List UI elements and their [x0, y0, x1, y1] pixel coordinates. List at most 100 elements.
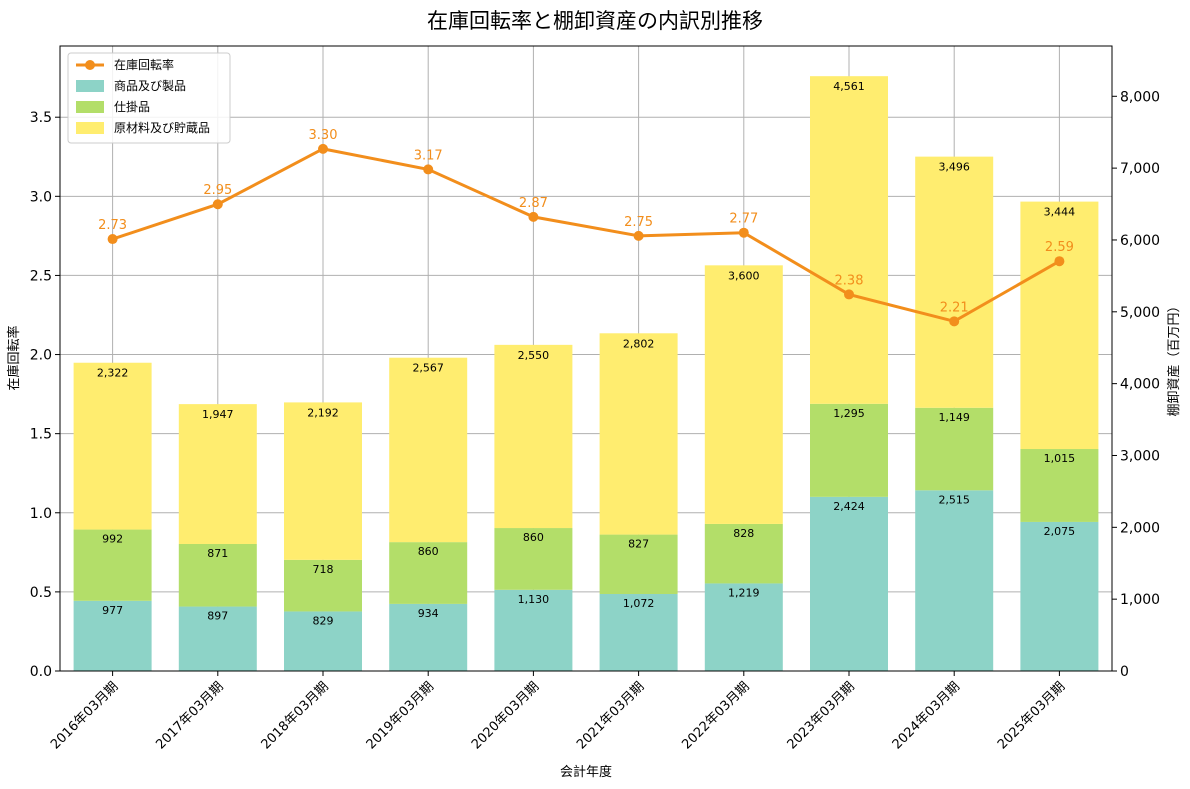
right-tick-label: 8,000	[1120, 89, 1160, 105]
rotation-value-label: 2.73	[98, 218, 127, 233]
left-tick-label: 1.5	[30, 427, 52, 443]
bar-value-label: 827	[628, 538, 649, 551]
rotation-point	[738, 227, 749, 238]
right-tick-label: 5,000	[1120, 305, 1160, 321]
bar-segment	[704, 583, 783, 671]
bar-value-label: 1,947	[202, 408, 234, 421]
x-tick-label: 2021年03月期	[574, 679, 647, 752]
bar-value-label: 3,496	[938, 161, 970, 174]
right-y-axis-label: 棚卸資産（百万円）	[1166, 299, 1182, 416]
bar-segment	[810, 76, 888, 404]
legend-bar-swatch	[76, 101, 104, 113]
bar-segment	[284, 402, 362, 560]
bar-segment	[73, 529, 152, 601]
rotation-value-label: 2.21	[940, 300, 969, 315]
bar-value-label: 871	[207, 547, 228, 560]
legend-bar-swatch	[76, 122, 104, 134]
x-tick-label: 2025年03月期	[995, 679, 1068, 752]
left-tick-label: 1.0	[30, 506, 52, 522]
bar-value-label: 718	[313, 563, 334, 576]
bar-segment	[915, 407, 994, 491]
legend-box	[67, 52, 231, 144]
x-tick-label: 2016年03月期	[48, 679, 121, 752]
left-tick-label: 0.5	[30, 585, 52, 601]
bar-value-label: 2,322	[97, 367, 129, 380]
bar-value-label: 828	[733, 527, 754, 540]
right-tick-label: 6,000	[1120, 233, 1160, 249]
bar-segment	[810, 496, 888, 671]
bar-segment	[810, 403, 888, 497]
bar-segment	[284, 559, 362, 612]
bar-segment	[284, 611, 362, 671]
left-y-axis-label: 在庫回転率	[6, 325, 22, 390]
left-tick-label: 3.0	[30, 189, 52, 205]
legend-label: 在庫回転率	[114, 57, 174, 72]
x-axis-label: 会計年度	[560, 764, 612, 780]
right-tick-label: 3,000	[1120, 448, 1160, 464]
bar-value-label: 2,550	[518, 349, 550, 362]
bar-value-label: 1,015	[1044, 452, 1076, 465]
rotation-point	[844, 289, 854, 300]
bars	[73, 76, 1099, 671]
bar-value-label: 2,192	[307, 406, 339, 419]
left-tick-label: 0.0	[30, 664, 52, 680]
bar-segment	[389, 603, 468, 671]
legend-label: 商品及び製品	[114, 78, 186, 93]
bar-segment	[1020, 201, 1099, 450]
bar-value-label: 2,075	[1044, 525, 1076, 538]
rotation-value-label: 3.30	[309, 128, 338, 143]
rotation-line-layer: 2.73 2.95 3.30 3.17 2.87 2.75 2.77 2.38 2.21 2.59	[98, 128, 1074, 327]
x-tick-label: 2018年03月期	[259, 679, 332, 752]
bar-segment	[73, 600, 152, 671]
bar-segment	[178, 606, 257, 671]
rotation-value-label: 3.17	[414, 148, 443, 163]
bar-segment	[494, 528, 573, 590]
bar-value-label: 977	[102, 604, 123, 617]
bar-segment	[494, 589, 573, 671]
bar-segment	[704, 265, 783, 524]
bar-value-label: 3,444	[1044, 206, 1076, 219]
legend-label: 原材料及び貯蔵品	[114, 121, 210, 135]
chart-title: 在庫回転率と棚卸資産の内訳別推移	[427, 9, 763, 33]
x-tick-label: 2022年03月期	[679, 679, 752, 752]
bar-segment	[599, 534, 678, 594]
bar-segment	[599, 333, 678, 535]
x-tick-label: 2020年03月期	[469, 679, 542, 752]
rotation-point	[949, 316, 960, 327]
bar-value-label: 829	[313, 614, 334, 627]
right-tick-label: 2,000	[1120, 520, 1160, 536]
bar-segment	[915, 490, 994, 671]
bar-segment	[389, 357, 468, 543]
bar-value-label: 1,130	[518, 593, 550, 606]
bar-value-label: 4,561	[833, 80, 865, 93]
bar-value-label: 992	[102, 533, 123, 546]
bar-value-label: 1,149	[938, 411, 970, 424]
bar-segment	[178, 404, 257, 544]
rotation-value-label: 2.95	[203, 183, 232, 198]
rotation-value-label: 2.38	[835, 273, 864, 288]
bar-segment	[389, 542, 468, 604]
bar-segment	[915, 156, 994, 408]
rotation-line	[112, 147, 1061, 323]
bar-segment	[178, 543, 257, 607]
rotation-point	[212, 199, 223, 210]
bar-value-label: 1,219	[728, 586, 760, 599]
bar-value-label: 2,802	[623, 337, 655, 350]
bar-segment	[494, 344, 573, 529]
right-tick-label: 0	[1120, 664, 1129, 680]
right-tick-label: 1,000	[1120, 592, 1160, 608]
rotation-value-label: 2.77	[729, 212, 758, 227]
rotation-point	[528, 211, 539, 222]
x-tick-label: 2017年03月期	[153, 679, 226, 752]
bar-segment	[73, 362, 152, 530]
bar-value-label: 860	[418, 545, 439, 558]
bar-value-label: 1,072	[623, 597, 655, 610]
bar-value-label: 2,567	[412, 362, 444, 375]
x-tick-label: 2024年03月期	[890, 679, 963, 752]
bar-value-label: 897	[207, 610, 228, 623]
bar-labels: 977 992 2,322 897 871 1,947 829 718 2,192 934 860 2…	[97, 80, 1075, 627]
bar-value-label: 2,424	[833, 500, 865, 513]
left-tick-label: 2.0	[30, 348, 52, 364]
